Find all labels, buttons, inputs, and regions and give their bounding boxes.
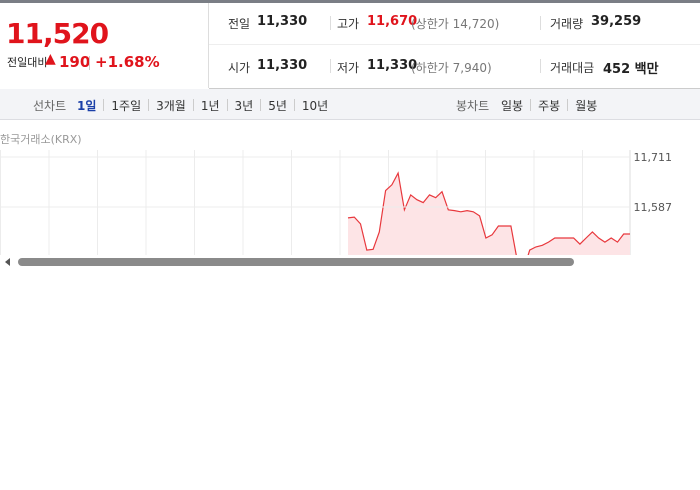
tab-divider	[192, 99, 194, 111]
tab-divider	[148, 99, 150, 111]
stat-value: 11,330	[367, 58, 418, 73]
chart: 11,711 11,587	[0, 150, 673, 266]
source: 한국거래소(KRX)	[0, 133, 82, 146]
tab-list: 1일 1주일 3개월 1년 3년 5년 10년	[77, 97, 328, 114]
row-divider	[209, 44, 700, 45]
stat-value: 39,259	[591, 14, 642, 29]
price: 11,520	[6, 17, 109, 50]
tab-divider	[293, 99, 295, 111]
stat-value: 11,330	[257, 14, 308, 29]
tab-divider	[103, 99, 105, 111]
stat-value: 11,330	[257, 58, 308, 73]
scrollbar-thumb[interactable]	[18, 258, 574, 266]
divider	[330, 16, 331, 30]
tab-divider	[226, 99, 228, 111]
scroll-left[interactable]	[5, 258, 10, 266]
stat-note: (상한가 14,720)	[411, 17, 500, 31]
top-border	[0, 0, 700, 3]
stat-label: 저가	[337, 61, 360, 75]
up-icon: ▲	[45, 51, 56, 67]
y-tick-label: 11,711	[634, 151, 673, 164]
change-label: 전일대비	[7, 56, 48, 69]
tab[interactable]: 1주일	[111, 99, 142, 113]
tab[interactable]: 3개월	[156, 99, 186, 113]
stat-label: 거래량	[550, 17, 584, 31]
area	[348, 173, 630, 256]
change: 190	[59, 53, 91, 71]
divider	[540, 16, 541, 30]
stat-label: 전일	[228, 17, 251, 31]
bottom-border	[209, 88, 700, 89]
line	[347, 171, 630, 256]
tab[interactable]: 1년	[200, 99, 220, 113]
quote-box: 11,520 전일대비 ▲ 190 +1.68%	[0, 3, 209, 88]
tab[interactable]: 월봉	[575, 99, 598, 113]
stat-label: 거래대금	[550, 61, 595, 75]
y-tick-label: 11,587	[634, 201, 673, 214]
tab-group-label: 선차트	[33, 99, 67, 113]
tab[interactable]: 5년	[268, 99, 287, 113]
stat-note: (하한가 7,940)	[411, 61, 492, 75]
tab-divider	[567, 99, 569, 111]
tab[interactable]: 3년	[234, 99, 254, 113]
stat-label: 시가	[228, 61, 251, 75]
tab-group-label: 봉차트	[456, 99, 490, 113]
tab-list: 일봉 주봉 월봉	[501, 97, 597, 114]
divider	[540, 59, 541, 73]
plot	[347, 171, 630, 256]
divider	[330, 59, 331, 73]
change-pct: +1.68%	[95, 53, 160, 71]
tab[interactable]: 일봉	[501, 99, 524, 113]
stat-value: 11,670	[367, 14, 418, 29]
tab-divider	[260, 99, 262, 111]
tab[interactable]: 주봉	[538, 99, 561, 113]
tab-bar: 선차트 1일 1주일 3개월 1년 3년 5년 10년 봉차트 일봉 주봉 월봉	[0, 89, 700, 120]
tab[interactable]: 1일	[77, 99, 97, 113]
divider	[89, 56, 90, 70]
tab[interactable]: 10년	[301, 99, 329, 113]
tab-divider	[530, 99, 532, 111]
grid	[0, 150, 631, 256]
stat-label: 고가	[337, 17, 360, 31]
stat-value: 452 백만	[603, 62, 659, 77]
